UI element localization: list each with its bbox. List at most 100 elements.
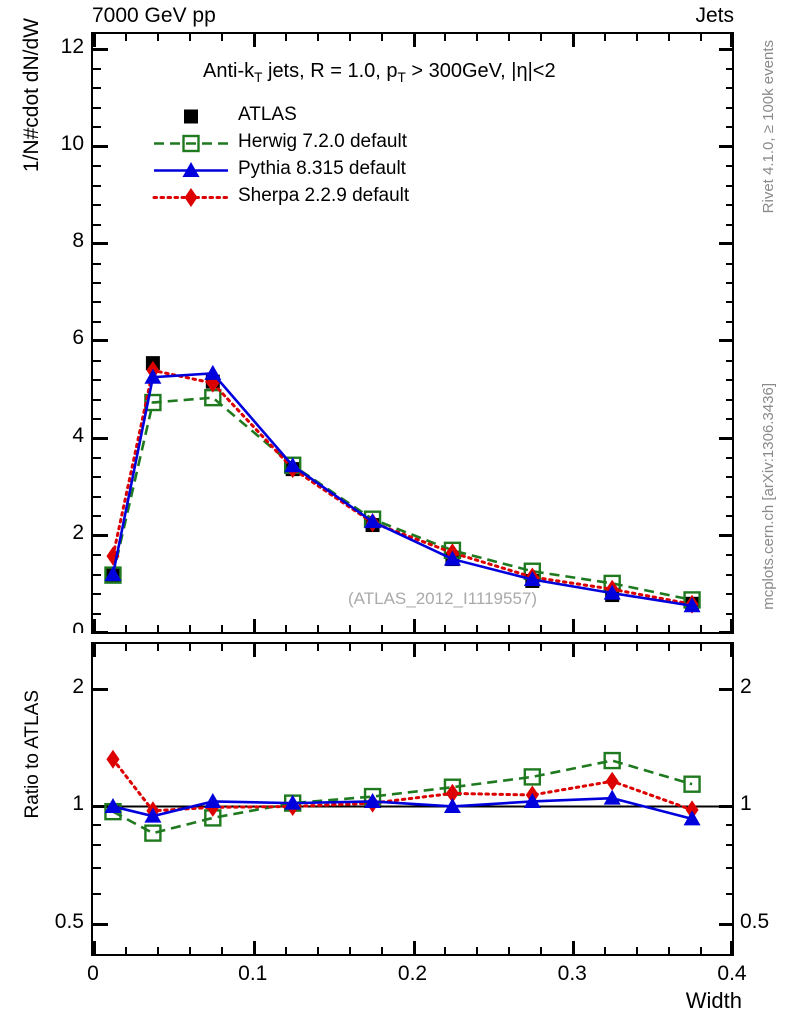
axis-tick: [93, 34, 96, 47]
axis-tick: [476, 625, 478, 632]
axis-tick: [317, 644, 319, 651]
axis-tick: [476, 34, 478, 41]
axis-tick: [726, 263, 734, 265]
axis-tick: [93, 165, 101, 167]
axis-tick: [93, 418, 101, 420]
axis-tick: [157, 947, 159, 954]
axis-tick: [413, 644, 416, 657]
axis-tick: [508, 947, 510, 954]
axis-tick: [726, 457, 734, 459]
axis-tick: [189, 625, 191, 632]
axis-tick: [540, 625, 542, 632]
main-y-tick-label: 12: [60, 34, 84, 58]
axis-tick: [317, 625, 319, 632]
axis-tick: [93, 554, 101, 556]
axis-tick: [93, 282, 101, 284]
axis-tick: [93, 321, 101, 323]
axis-tick: [668, 947, 670, 954]
axis-tick: [93, 339, 108, 342]
legend-marker-herwig-icon: [152, 130, 230, 157]
axis-tick: [413, 34, 416, 47]
axis-tick: [700, 644, 702, 651]
legend-label: Sherpa 2.2.9 default: [238, 185, 410, 206]
axis-tick: [572, 644, 575, 657]
axis-tick: [726, 893, 734, 895]
axis-tick: [726, 844, 734, 846]
axis-tick: [444, 644, 446, 651]
axis-tick: [668, 625, 670, 632]
axis-tick: [221, 34, 223, 41]
axis-tick: [285, 34, 287, 41]
mcplots-source-note: mcplots.cern.ch [arXiv:1306.3436]: [760, 383, 777, 610]
axis-tick: [730, 619, 733, 632]
axis-tick: [719, 437, 734, 440]
axis-tick: [93, 185, 101, 187]
axis-tick: [93, 805, 108, 808]
main-y-tick-label: 6: [72, 326, 84, 350]
axis-tick: [93, 68, 101, 70]
axis-tick: [253, 941, 256, 954]
plot-title: Anti-kT jets, R = 1.0, pT > 300GeV, |η|<…: [203, 60, 556, 85]
axis-tick: [285, 625, 287, 632]
axis-tick: [93, 593, 101, 595]
axis-tick: [508, 34, 510, 41]
axis-tick: [719, 923, 734, 926]
axis-tick: [189, 34, 191, 41]
axis-tick: [93, 923, 108, 926]
axis-tick: [93, 87, 101, 89]
x-tick-label: 0.1: [238, 962, 268, 985]
axis-tick: [730, 941, 733, 954]
axis-tick: [726, 554, 734, 556]
axis-tick: [221, 947, 223, 954]
axis-tick: [726, 515, 734, 517]
x-tick-label: 0.4: [717, 962, 747, 985]
axis-tick: [572, 34, 575, 47]
axis-tick: [317, 947, 319, 954]
axis-tick: [93, 476, 101, 478]
main-y-tick-label: 4: [72, 423, 84, 447]
axis-tick: [726, 87, 734, 89]
axis-tick: [93, 534, 108, 537]
axis-tick: [572, 619, 575, 632]
axis-tick: [285, 644, 287, 651]
axis-tick: [381, 947, 383, 954]
axis-tick: [476, 644, 478, 651]
axis-tick: [572, 941, 575, 954]
axis-tick: [726, 68, 734, 70]
axis-tick: [726, 418, 734, 420]
legend-marker-sherpa-icon: [152, 184, 230, 211]
axis-tick: [508, 625, 510, 632]
axis-tick: [726, 165, 734, 167]
axis-tick: [93, 204, 101, 206]
axis-tick: [93, 126, 101, 128]
ratio-y-tick-label: 0.5: [740, 910, 770, 934]
axis-tick: [93, 301, 101, 303]
ratio-y-tick-label: 0.5: [54, 910, 84, 934]
axis-tick: [221, 644, 223, 651]
axis-tick: [93, 457, 101, 459]
rivet-version-note: Rivet 4.1.0, ≥ 100k events: [760, 40, 777, 214]
axis-tick: [93, 619, 96, 632]
axis-tick: [719, 339, 734, 342]
axis-tick: [349, 947, 351, 954]
axis-tick: [726, 301, 734, 303]
axis-tick: [540, 947, 542, 954]
axis-tick: [604, 644, 606, 651]
axis-tick: [476, 947, 478, 954]
axis-tick: [726, 224, 734, 226]
axis-tick: [604, 947, 606, 954]
axis-tick: [444, 34, 446, 41]
main-y-tick-label: 10: [60, 131, 84, 155]
axis-tick: [221, 625, 223, 632]
axis-tick: [604, 625, 606, 632]
axis-tick: [93, 644, 96, 657]
axis-tick: [93, 688, 108, 691]
axis-tick: [349, 625, 351, 632]
axis-tick: [93, 844, 101, 846]
axis-tick: [508, 644, 510, 651]
axis-tick: [189, 947, 191, 954]
axis-tick: [93, 242, 108, 245]
axis-tick: [93, 824, 101, 826]
axis-tick: [726, 185, 734, 187]
axis-tick: [726, 360, 734, 362]
